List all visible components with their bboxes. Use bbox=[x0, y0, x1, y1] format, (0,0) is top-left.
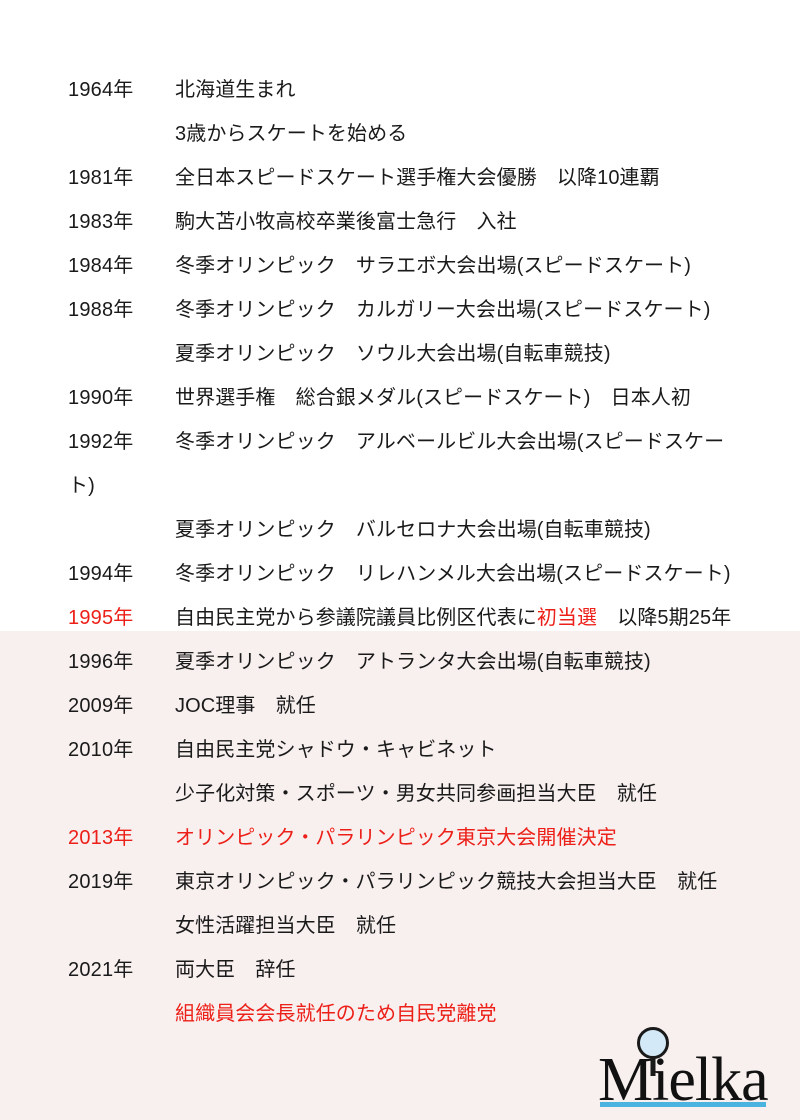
timeline-description: 両大臣 辞任 bbox=[175, 948, 800, 992]
timeline-year: 2019年 bbox=[68, 871, 134, 893]
logo-wordmark: Mielka bbox=[598, 1046, 768, 1112]
timeline-text-segment: 以降5期25年 bbox=[597, 607, 732, 629]
timeline-description: 夏季オリンピック バルセロナ大会出場(自転車競技) bbox=[175, 508, 800, 552]
timeline-description: 冬季オリンピック アルベールビル大会出場(スピードスケー bbox=[175, 420, 800, 464]
timeline-row: 夏季オリンピック バルセロナ大会出場(自転車競技) bbox=[0, 508, 800, 552]
timeline-description: 北海道生まれ bbox=[175, 68, 800, 112]
timeline-row: 2010年 自由民主党シャドウ・キャビネット bbox=[0, 728, 800, 772]
timeline-row: 2021年 両大臣 辞任 bbox=[0, 948, 800, 992]
timeline-year: 1981年 bbox=[68, 167, 134, 189]
timeline-list: 1964年 北海道生まれ 3歳からスケートを始める 1981年 全日本スピードスケート選… bbox=[0, 68, 800, 1036]
timeline-description: 3歳からスケートを始める bbox=[175, 112, 800, 156]
timeline-description: 東京オリンピック・パラリンピック競技大会担当大臣 就任 bbox=[175, 860, 800, 904]
timeline-row: 1988年 冬季オリンピック カルガリー大会出場(スピードスケート) bbox=[0, 288, 800, 332]
timeline-text-segment: 組織員会会長就任のため自民党離党 bbox=[175, 1003, 497, 1025]
timeline-text-segment: 初当選 bbox=[536, 607, 598, 629]
timeline-row: 1990年 世界選手権 総合銀メダル(スピードスケート) 日本人初 bbox=[0, 376, 800, 420]
timeline-text-segment: 冬季オリンピック カルガリー大会出場(スピードスケート) bbox=[175, 299, 711, 321]
timeline-text-segment: 自由民主党から参議院議員比例区代表に bbox=[175, 607, 537, 629]
timeline-text-segment: 冬季オリンピック サラエボ大会出場(スピードスケート) bbox=[175, 255, 692, 277]
timeline-description: 冬季オリンピック リレハンメル大会出場(スピードスケート) bbox=[175, 552, 800, 596]
timeline-year: 1996年 bbox=[68, 651, 134, 673]
timeline-description: 自由民主党から参議院議員比例区代表に初当選 以降5期25年 bbox=[175, 596, 800, 640]
timeline-text-segment: 少子化対策・スポーツ・男女共同参画担当大臣 就任 bbox=[175, 783, 657, 805]
timeline-text-segment: 女性活躍担当大臣 就任 bbox=[175, 915, 397, 937]
timeline-row: 1995年 自由民主党から参議院議員比例区代表に初当選 以降5期25年 bbox=[0, 596, 800, 640]
timeline-text-segment: 自由民主党シャドウ・キャビネット bbox=[175, 739, 497, 761]
timeline-year: 1984年 bbox=[68, 255, 134, 277]
timeline-description: 冬季オリンピック カルガリー大会出場(スピードスケート) bbox=[175, 288, 800, 332]
timeline-description: 夏季オリンピック アトランタ大会出場(自転車競技) bbox=[175, 640, 800, 684]
timeline-description: JOC理事 就任 bbox=[175, 684, 800, 728]
timeline-description: 駒大苫小牧高校卒業後富士急行 入社 bbox=[175, 200, 800, 244]
timeline-description: 世界選手権 総合銀メダル(スピードスケート) 日本人初 bbox=[175, 376, 800, 420]
timeline-text-segment: 冬季オリンピック アルベールビル大会出場(スピードスケー bbox=[175, 431, 725, 453]
timeline-text-segment: 冬季オリンピック リレハンメル大会出場(スピードスケート) bbox=[175, 563, 731, 585]
timeline-row: 少子化対策・スポーツ・男女共同参画担当大臣 就任 bbox=[0, 772, 800, 816]
timeline-text-segment: 世界選手権 総合銀メダル(スピードスケート) 日本人初 bbox=[175, 387, 692, 409]
magnifier-handle-icon bbox=[650, 1054, 656, 1076]
mielka-logo-svg: Mielka bbox=[598, 1027, 769, 1112]
timeline-text-segment: 駒大苫小牧高校卒業後富士急行 入社 bbox=[175, 211, 517, 233]
timeline-row: 1994年 冬季オリンピック リレハンメル大会出場(スピードスケート) bbox=[0, 552, 800, 596]
timeline-row: 2013年 オリンピック・パラリンピック東京大会開催決定 bbox=[0, 816, 800, 860]
timeline-year: 2010年 bbox=[68, 739, 134, 761]
timeline-text-segment: 夏季オリンピック アトランタ大会出場(自転車競技) bbox=[175, 651, 651, 673]
timeline-row: 1964年 北海道生まれ bbox=[0, 68, 800, 112]
timeline-description: 自由民主党シャドウ・キャビネット bbox=[175, 728, 800, 772]
timeline-text-segment: 3歳からスケートを始める bbox=[175, 123, 408, 145]
timeline-row: 2019年 東京オリンピック・パラリンピック競技大会担当大臣 就任 bbox=[0, 860, 800, 904]
timeline-description: 少子化対策・スポーツ・男女共同参画担当大臣 就任 bbox=[175, 772, 800, 816]
magnifier-lens-icon bbox=[637, 1027, 669, 1059]
timeline-text-segment: 夏季オリンピック ソウル大会出場(自転車競技) bbox=[175, 343, 611, 365]
timeline-year: 1988年 bbox=[68, 299, 134, 321]
timeline-year: 2009年 bbox=[68, 695, 134, 717]
timeline-year: 1990年 bbox=[68, 387, 134, 409]
timeline-text-segment: 夏季オリンピック バルセロナ大会出場(自転車競技) bbox=[175, 519, 651, 541]
timeline-description: 夏季オリンピック ソウル大会出場(自転車競技) bbox=[175, 332, 800, 376]
timeline-year: 1995年 bbox=[68, 607, 134, 629]
timeline-text-segment: 両大臣 辞任 bbox=[175, 959, 296, 981]
timeline-year: 2021年 bbox=[68, 959, 134, 981]
timeline-row: 1984年 冬季オリンピック サラエボ大会出場(スピードスケート) bbox=[0, 244, 800, 288]
timeline-description: 女性活躍担当大臣 就任 bbox=[175, 904, 800, 948]
timeline-text-segment: JOC理事 就任 bbox=[175, 695, 316, 717]
timeline-year: 1992年 bbox=[68, 431, 134, 453]
timeline-year: 1983年 bbox=[68, 211, 134, 233]
timeline-description: 組織員会会長就任のため自民党離党 bbox=[175, 992, 800, 1036]
timeline-year: 1964年 bbox=[68, 79, 134, 101]
timeline-text-segment: オリンピック・パラリンピック東京大会開催決定 bbox=[175, 827, 617, 849]
timeline-description: ト) bbox=[68, 464, 800, 508]
timeline-description: 全日本スピードスケート選手権大会優勝 以降10連覇 bbox=[175, 156, 800, 200]
timeline-row: 1996年 夏季オリンピック アトランタ大会出場(自転車競技) bbox=[0, 640, 800, 684]
timeline-row: 1981年 全日本スピードスケート選手権大会優勝 以降10連覇 bbox=[0, 156, 800, 200]
timeline-row: 組織員会会長就任のため自民党離党 bbox=[0, 992, 800, 1036]
timeline-text-segment: 東京オリンピック・パラリンピック競技大会担当大臣 就任 bbox=[175, 871, 718, 893]
timeline-row: 夏季オリンピック ソウル大会出場(自転車競技) bbox=[0, 332, 800, 376]
timeline-text-segment: 北海道生まれ bbox=[175, 79, 296, 101]
timeline-description: オリンピック・パラリンピック東京大会開催決定 bbox=[175, 816, 800, 860]
timeline-text-segment: ト) bbox=[68, 475, 95, 497]
logo-underline-bar bbox=[600, 1102, 766, 1107]
timeline-text-segment: 全日本スピードスケート選手権大会優勝 以降10連覇 bbox=[175, 167, 660, 189]
timeline-year: 1994年 bbox=[68, 563, 134, 585]
timeline-row: 1983年 駒大苫小牧高校卒業後富士急行 入社 bbox=[0, 200, 800, 244]
timeline-row: 女性活躍担当大臣 就任 bbox=[0, 904, 800, 948]
timeline-year: 2013年 bbox=[68, 827, 134, 849]
timeline-row: 2009年 JOC理事 就任 bbox=[0, 684, 800, 728]
timeline-description: 冬季オリンピック サラエボ大会出場(スピードスケート) bbox=[175, 244, 800, 288]
timeline-row: ト) bbox=[0, 464, 800, 508]
timeline-row: 1992年 冬季オリンピック アルベールビル大会出場(スピードスケー bbox=[0, 420, 800, 464]
timeline-row: 3歳からスケートを始める bbox=[0, 112, 800, 156]
mielka-logo: Mielka bbox=[592, 1026, 778, 1112]
